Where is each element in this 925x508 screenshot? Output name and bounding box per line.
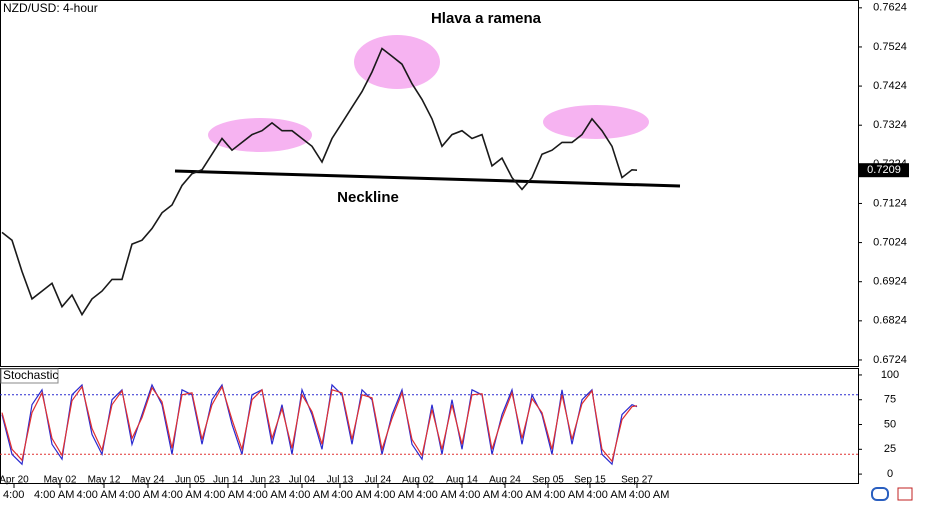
- indicator-label-box: [0, 368, 59, 384]
- chart-title: NZD/USD: 4-hour: [3, 1, 98, 15]
- x-time-label: 4:00 AM: [417, 489, 457, 501]
- x-time-label: 4:00 AM: [374, 489, 414, 501]
- y-tick-label: 25: [884, 443, 896, 455]
- x-tick-label: Sep 27: [621, 475, 653, 486]
- indicator-title: Stochastic: [3, 368, 58, 382]
- y-tick-label: 50: [884, 418, 896, 430]
- indicator-pane: [0, 368, 859, 484]
- x-time-label: 4:00 AM: [459, 489, 499, 501]
- annotation: Hlava a ramena: [431, 10, 542, 27]
- x-time-label: 4:00 AM: [162, 489, 202, 501]
- head: [354, 35, 440, 89]
- series-line: [1, 385, 638, 463]
- x-tick-label: May 24: [132, 475, 165, 486]
- x-tick-label: Sep 05: [532, 475, 564, 486]
- link-icon[interactable]: [871, 487, 889, 501]
- x-tick-label: Jul 13: [327, 475, 354, 486]
- x-time-label: 4:00 AM: [629, 489, 669, 501]
- y-tick-label: 75: [884, 394, 896, 406]
- close-icon[interactable]: [897, 487, 913, 501]
- x-tick-label: Jun 23: [250, 475, 280, 486]
- x-tick-label: Jul 04: [289, 475, 316, 486]
- last-price-label: 0.7209: [867, 164, 901, 176]
- y-tick-label: 0.7324: [873, 119, 907, 131]
- y-tick-label: 0.7424: [873, 80, 907, 92]
- x-time-label: 4:00 AM: [77, 489, 117, 501]
- y-tick-label: 0.7024: [873, 236, 907, 248]
- x-time-label: 4:00: [3, 489, 24, 501]
- x-tick-label: Aug 14: [446, 475, 478, 486]
- y-tick-label: 0.7124: [873, 197, 907, 209]
- y-tick-label: 0.7624: [873, 2, 907, 14]
- left-shoulder: [208, 118, 312, 152]
- y-tick-label: 0.7524: [873, 41, 907, 53]
- right-shoulder: [543, 105, 649, 139]
- x-tick-label: Jun 14: [213, 475, 243, 486]
- x-time-label: 4:00 AM: [544, 489, 584, 501]
- x-tick-label: Sep 15: [574, 475, 606, 486]
- y-tick-label: 100: [881, 369, 899, 381]
- x-tick-label: Aug 02: [402, 475, 434, 486]
- neckline: [174, 169, 681, 188]
- x-time-label: 4:00 AM: [332, 489, 372, 501]
- x-time-label: 4:00 AM: [34, 489, 74, 501]
- x-tick-label: May 12: [88, 475, 121, 486]
- x-tick-label: Aug 24: [489, 475, 521, 486]
- x-tick-label: Jul 24: [365, 475, 392, 486]
- x-time-label: 4:00 AM: [204, 489, 244, 501]
- x-tick-label: Apr 20: [0, 475, 29, 486]
- last-price-box: [859, 163, 909, 178]
- x-tick-label: May 02: [44, 475, 77, 486]
- x-time-label: 4:00 AM: [119, 489, 159, 501]
- x-time-label: 4:00 AM: [502, 489, 542, 501]
- x-time-label: 4:00 AM: [247, 489, 287, 501]
- x-time-label: 4:00 AM: [587, 489, 627, 501]
- y-tick-label: 0.6724: [873, 354, 907, 366]
- y-tick-label: 0: [887, 468, 893, 480]
- x-time-label: 4:00 AM: [289, 489, 329, 501]
- x-tick-label: Jun 05: [175, 475, 205, 486]
- y-tick-label: 0.6924: [873, 276, 907, 288]
- y-tick-label: 0.6824: [873, 315, 907, 327]
- annotation: Neckline: [337, 189, 399, 206]
- series-line: [1, 47, 638, 317]
